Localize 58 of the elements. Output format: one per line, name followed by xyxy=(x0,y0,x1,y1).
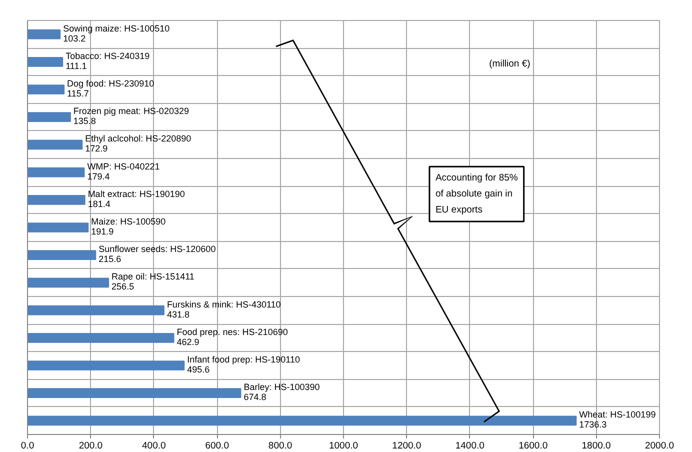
y-tick-label: Wheat: HS-100199 xyxy=(579,410,656,420)
bar xyxy=(28,29,61,40)
x-tick-label: 1400.0 xyxy=(455,440,484,452)
x-tick-label: 400.0 xyxy=(142,440,166,452)
data-label: 135.8 xyxy=(73,116,96,126)
x-tick-label: 1000.0 xyxy=(328,440,358,452)
data-label: 215.6 xyxy=(98,254,122,264)
x-tick-label: 200.0 xyxy=(78,440,103,452)
bar xyxy=(28,112,71,122)
y-tick-label: Frozen pig meat: HS-020329 xyxy=(73,106,189,116)
data-label: 103.2 xyxy=(63,33,86,44)
y-tick-label: Ethyl aclcohol: HS-220890 xyxy=(85,134,192,144)
bar xyxy=(28,360,185,370)
data-label: 462.9 xyxy=(176,336,200,347)
y-tick-label: Dog food: HS-230910 xyxy=(67,78,154,88)
annotation: Accounting for 85% of absolute gain in EU exports xyxy=(435,172,518,216)
y-tick-label: Sunflower seeds: HS-120600 xyxy=(98,244,216,254)
y-tick-label: Rape oil: HS-151411 xyxy=(112,272,194,282)
data-label: 1736.3 xyxy=(579,420,607,430)
y-tick-label: Furskins & mink: HS-430110 xyxy=(166,299,281,310)
bar xyxy=(28,416,577,426)
data-label: 674.8 xyxy=(244,392,266,402)
data-label: 172.9 xyxy=(85,144,108,154)
data-label: 191.9 xyxy=(91,226,114,236)
x-tick-label: 1800.0 xyxy=(582,440,611,452)
bar xyxy=(28,167,85,178)
bar xyxy=(28,332,174,343)
bar xyxy=(28,84,65,94)
x-tick-label: 1200.0 xyxy=(392,440,422,452)
x-tick-label: 2000.0 xyxy=(644,440,674,452)
data-label: 111.1 xyxy=(66,60,87,71)
annotation: (million €) xyxy=(489,58,530,70)
data-label: 115.7 xyxy=(67,88,89,98)
y-tick-label: Maize: HS-100590 xyxy=(91,216,166,226)
bar xyxy=(28,222,89,232)
y-tick-label: Sowing maize: HS-100510 xyxy=(63,23,170,34)
y-tick-label: Barley: HS-100390 xyxy=(244,382,320,392)
data-label: 181.4 xyxy=(88,198,110,209)
data-label: 431.8 xyxy=(166,309,190,320)
bar xyxy=(28,194,86,205)
x-tick-label: 0.0 xyxy=(20,440,34,452)
bar xyxy=(28,250,96,260)
bar xyxy=(28,140,83,150)
data-label: 256.5 xyxy=(112,282,134,292)
data-label: 495.6 xyxy=(187,364,210,374)
y-tick-label: WMP: HS-040221 xyxy=(87,161,160,172)
bar xyxy=(28,278,110,288)
bar xyxy=(28,56,64,67)
x-tick-label: 600.0 xyxy=(205,440,229,452)
data-label: 179.4 xyxy=(87,171,110,182)
x-tick-label: 1600.0 xyxy=(518,440,548,452)
y-tick-label: Malt extract: HS-190190 xyxy=(88,188,185,199)
y-tick-label: Tobacco: HS-240319 xyxy=(66,50,150,61)
x-tick-label: 800.0 xyxy=(268,440,292,452)
bar xyxy=(28,305,164,316)
y-tick-label: Food prep. nes: HS-210690 xyxy=(176,326,288,337)
bar xyxy=(28,388,242,398)
y-tick-label: Infant food prep: HS-190110 xyxy=(187,354,300,364)
